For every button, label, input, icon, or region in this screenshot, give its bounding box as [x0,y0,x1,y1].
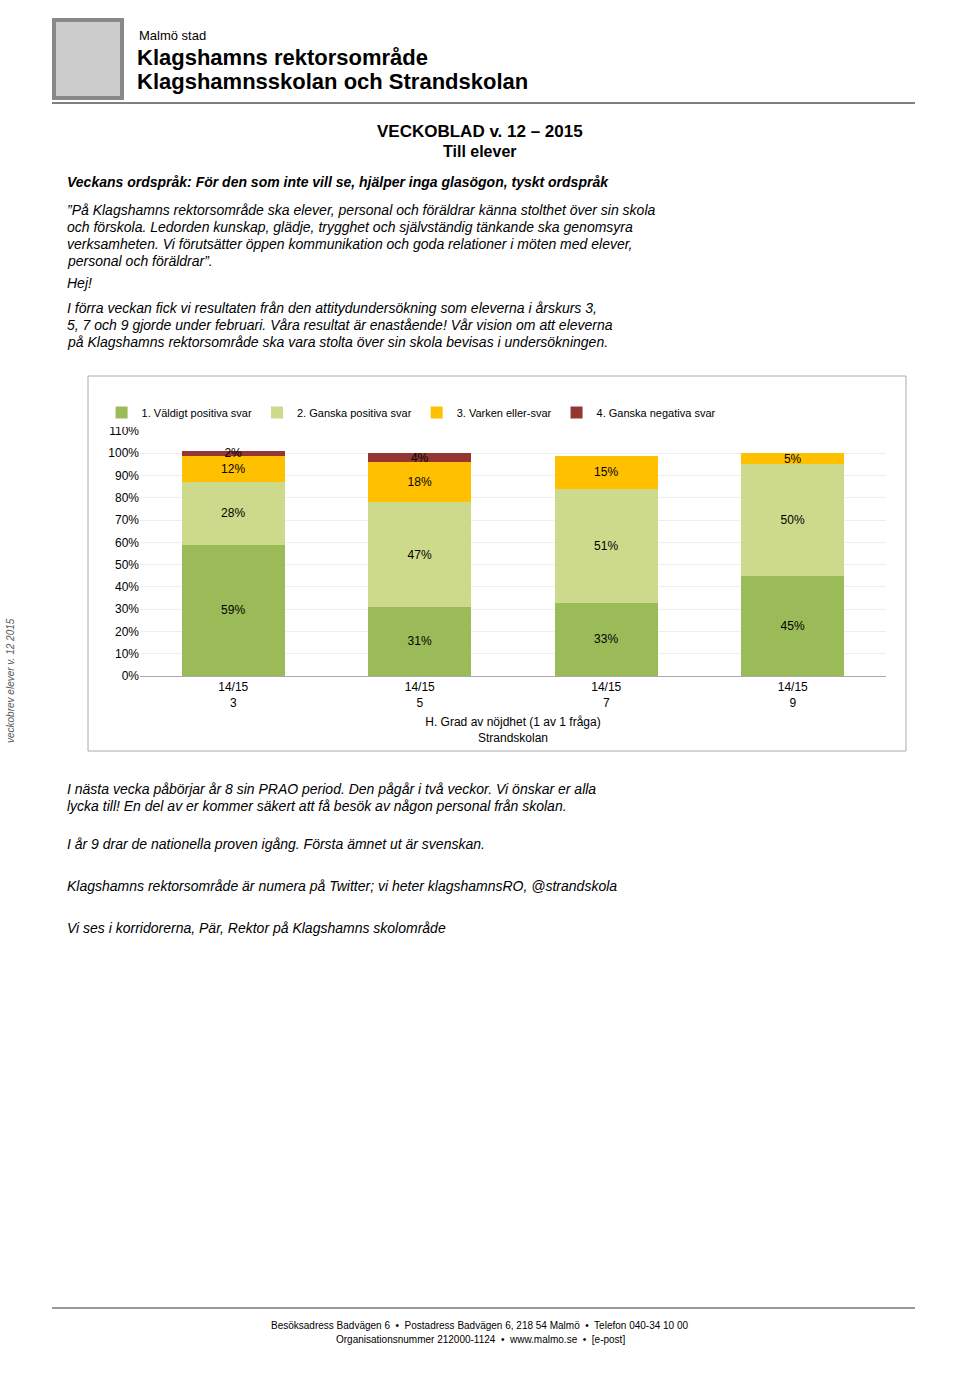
svg-text:18%: 18% [408,475,432,489]
svg-text:47%: 47% [408,548,432,562]
svg-text:I nästa vecka påbörjar år 8 si: I nästa vecka påbörjar år 8 sin PRAO per… [67,781,596,797]
svg-text:0%: 0% [122,669,140,683]
svg-text:2%: 2% [224,446,242,460]
svg-text:40%: 40% [115,580,139,594]
svg-text:I år 9 drar de nationella prov: I år 9 drar de nationella proven igång. … [67,836,485,852]
svg-text:veckobrev elever v. 12 2015: veckobrev elever v. 12 2015 [5,618,16,743]
svg-text:20%: 20% [115,625,139,639]
svg-text:14/159: 14/159 [778,680,808,710]
svg-text:50%: 50% [115,558,139,572]
svg-text:VECKOBLAD v. 12 – 2015: VECKOBLAD v. 12 – 2015 [377,122,583,141]
svg-text:Organisationsnummer 212000-112: Organisationsnummer 212000-1124 • www.ma… [336,1334,625,1345]
svg-text:2. Ganska positiva svar: 2. Ganska positiva svar [297,407,412,419]
svg-text:28%: 28% [221,506,245,520]
svg-text:10%: 10% [115,647,139,661]
svg-text:33%: 33% [594,632,618,646]
svg-text:15%: 15% [594,465,618,479]
svg-text:45%: 45% [781,619,805,633]
svg-text:på Klagshamns rektorsområde sk: på Klagshamns rektorsområde ska vara sto… [67,334,608,350]
svg-text:Veckans ordspråk: För den som: Veckans ordspråk: För den som inte vill … [67,174,609,190]
svg-text:Klagshamns rektorsområde är nu: Klagshamns rektorsområde är numera på Tw… [67,878,617,894]
svg-text:verksamheten. Vi förutsätter ö: verksamheten. Vi förutsätter öppen kommu… [67,236,633,252]
svg-text:30%: 30% [115,602,139,616]
svg-text:60%: 60% [115,536,139,550]
svg-text:Hej!: Hej! [67,275,92,291]
svg-text:I förra veckan fick vi resulta: I förra veckan fick vi resultaten från d… [67,300,597,316]
svg-text:100%: 100% [108,446,139,460]
svg-text:Besöksadress Badvägen 6 • Po: Besöksadress Badvägen 6 • Postadress Bad… [271,1320,689,1331]
svg-text:110%: 110% [109,424,139,439]
svg-text:80%: 80% [115,491,139,505]
svg-text:lycka till! En del av er komme: lycka till! En del av er kommer säkert a… [67,798,567,814]
svg-text:5, 7 och 9 gjorde under februa: 5, 7 och 9 gjorde under februari. Våra r… [67,317,613,333]
svg-text:90%: 90% [115,469,139,483]
svg-text:Klagshamnsskolan och Strandsko: Klagshamnsskolan och Strandskolan [137,69,528,94]
svg-text:14/153: 14/153 [218,680,248,710]
svg-text:personal och föräldrar”.: personal och föräldrar”. [67,253,213,269]
svg-text:1. Väldigt positiva svar: 1. Väldigt positiva svar [142,407,252,419]
svg-text:4. Ganska negativa svar: 4. Ganska negativa svar [597,407,716,419]
svg-text:Klagshamns rektorsområde: Klagshamns rektorsområde [137,45,428,70]
svg-text:5%: 5% [784,452,802,466]
svg-text:31%: 31% [408,634,432,648]
svg-text:och förskola. Ledorden kunskap: och förskola. Ledorden kunskap, glädje, … [67,219,633,235]
svg-text:14/155: 14/155 [405,680,435,710]
svg-text:51%: 51% [594,539,618,553]
svg-text:Malmö stad: Malmö stad [139,28,206,43]
svg-text:14/157: 14/157 [591,680,621,710]
svg-text:3. Varken eller-svar: 3. Varken eller-svar [457,407,552,419]
svg-text:50%: 50% [781,513,805,527]
svg-text:4%: 4% [411,451,429,465]
svg-text:Till elever: Till elever [443,143,517,160]
svg-text:H. Grad av nöjdhet (1 av 1 frå: H. Grad av nöjdhet (1 av 1 fråga)Strands… [425,715,600,745]
svg-text:Vi ses i korridorerna, Pär, Re: Vi ses i korridorerna, Pär, Rektor på Kl… [67,920,446,936]
svg-text:”På Klagshamns rektorsområde s: ”På Klagshamns rektorsområde ska elever,… [67,202,656,218]
svg-text:70%: 70% [115,513,139,527]
svg-text:59%: 59% [221,603,245,617]
svg-text:12%: 12% [221,462,245,476]
